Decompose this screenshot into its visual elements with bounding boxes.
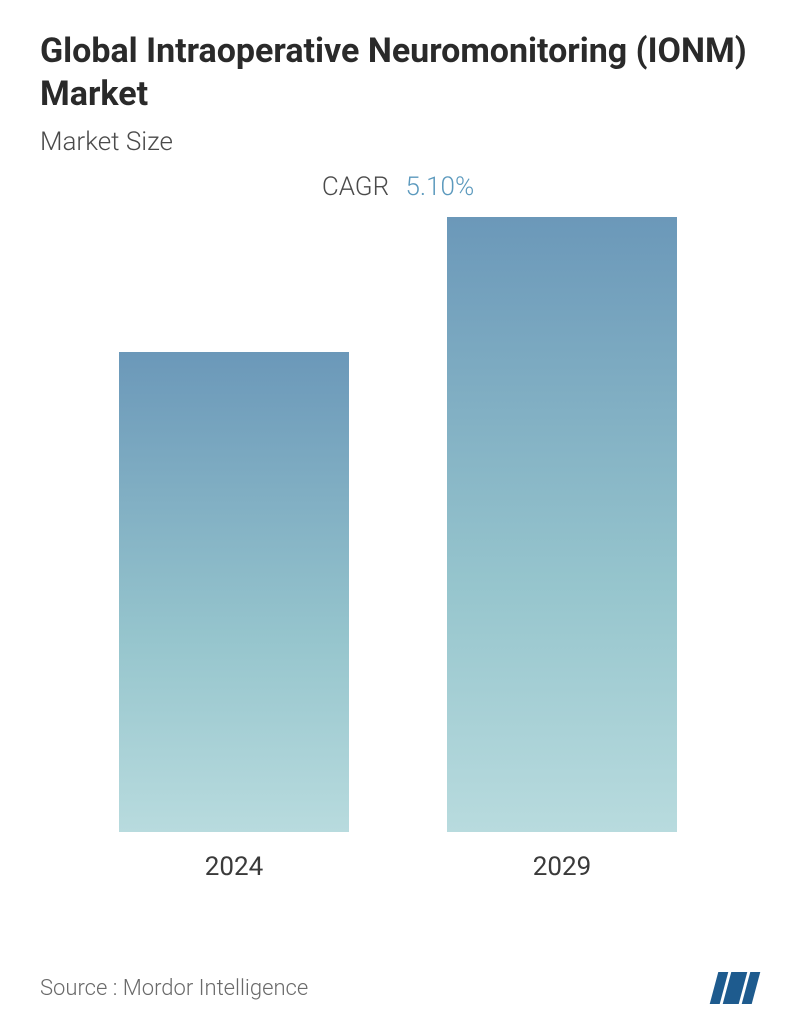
bar-label-0: 2024	[205, 852, 263, 882]
mordor-logo-icon	[714, 972, 756, 1004]
chart-subtitle: Market Size	[40, 127, 756, 157]
bar-group-1: 2029	[432, 217, 692, 882]
chart-title: Global Intraoperative Neuromonitoring (I…	[40, 30, 756, 115]
bar-group-0: 2024	[104, 352, 364, 882]
cagr-label: CAGR	[322, 172, 389, 202]
source-text: Source : Mordor Intelligence	[40, 976, 308, 1001]
bar-1	[447, 217, 677, 832]
footer: Source : Mordor Intelligence	[40, 972, 756, 1004]
bar-0	[119, 352, 349, 832]
chart-area: 2024 2029	[40, 242, 756, 882]
cagr-line: CAGR 5.10%	[40, 172, 756, 202]
bar-label-1: 2029	[533, 852, 591, 882]
cagr-value: 5.10%	[405, 172, 474, 202]
